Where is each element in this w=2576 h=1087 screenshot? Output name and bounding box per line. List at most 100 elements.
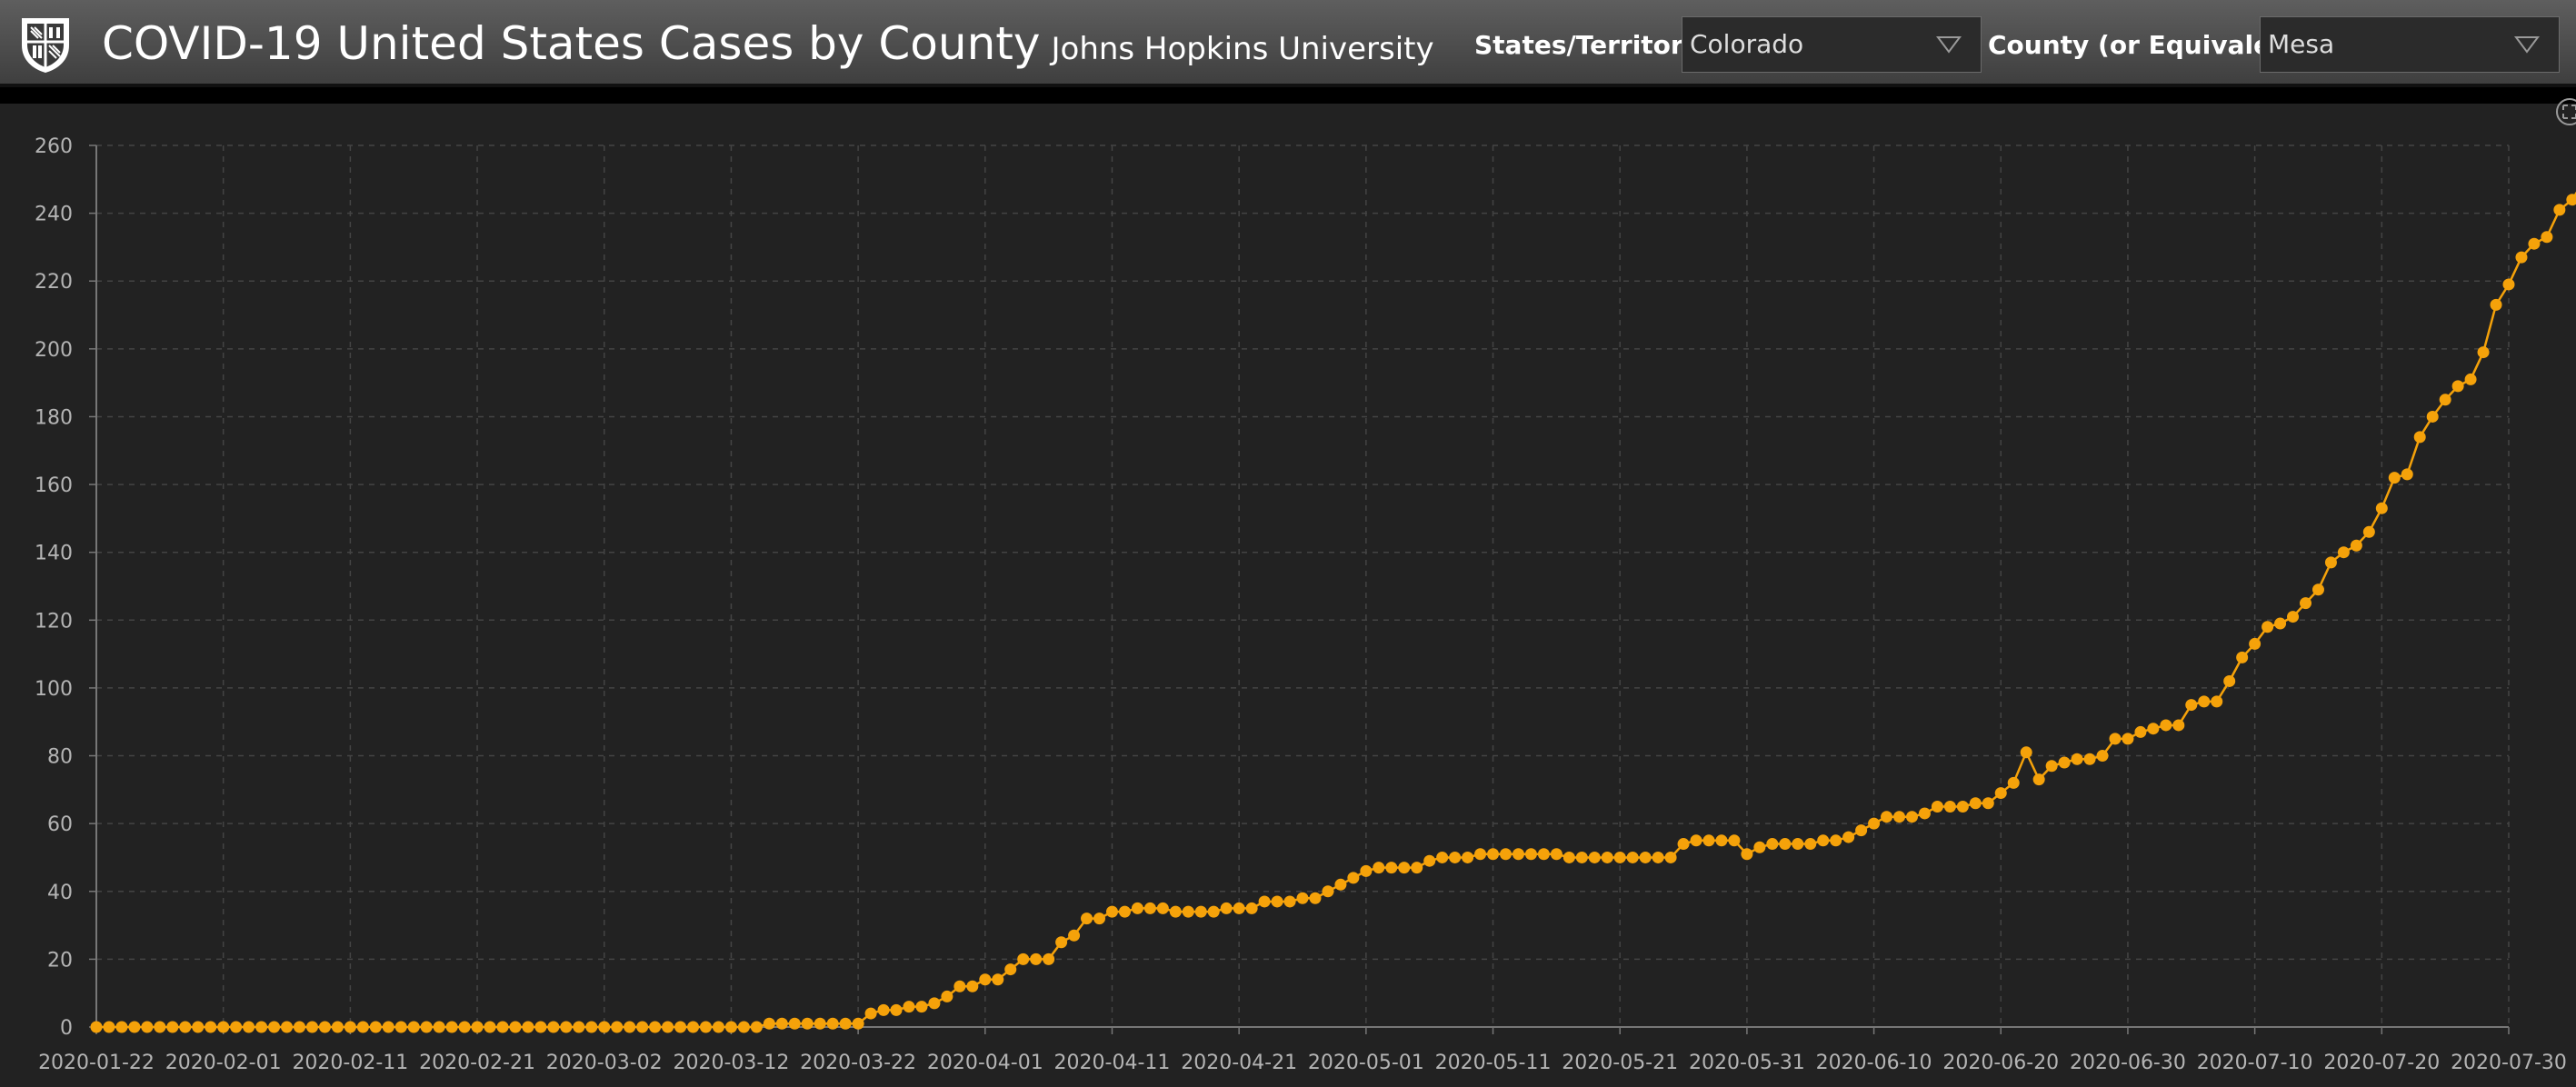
series-cases [90,191,2576,1033]
data-point [1881,811,1893,823]
data-point [1347,872,1360,884]
data-point [1931,801,1943,813]
data-point [2223,674,2236,687]
data-point [724,1021,737,1033]
data-point [636,1021,649,1033]
data-point [2058,756,2071,769]
y-tick-label: 0 [60,1017,73,1040]
data-point [305,1021,318,1033]
data-point [1690,834,1702,847]
data-point [814,1017,826,1030]
x-tick-label: 2020-03-12 [673,1052,789,1074]
data-point [763,1017,775,1030]
data-point [115,1021,128,1033]
x-tick-label: 2020-01-22 [38,1052,155,1074]
data-point [420,1021,433,1033]
data-point [2502,278,2515,291]
data-point [1360,864,1373,877]
header-divider [0,87,2576,104]
data-point [2020,746,2032,759]
data-point [2236,651,2249,663]
data-point [1601,851,1613,863]
data-point [1537,848,1550,861]
data-point [1043,952,1055,965]
organization-name: Johns Hopkins University [1051,31,1434,67]
data-point [2032,773,2045,786]
x-tick-label: 2020-06-10 [1816,1052,1932,1074]
data-point [1664,851,1677,863]
page-title: COVID-19 United States Cases by County Jo… [102,15,1434,78]
data-point [407,1021,420,1033]
data-point [662,1021,674,1033]
data-point [2337,546,2350,559]
data-point [90,1021,103,1033]
data-point [624,1021,636,1033]
data-point [1956,801,1969,813]
data-point [1613,851,1626,863]
data-point [243,1021,255,1033]
data-point [2109,733,2122,745]
data-point [471,1021,484,1033]
data-point [2350,539,2362,552]
data-point [166,1021,179,1033]
data-point [1588,851,1601,863]
y-tick-label: 100 [35,678,73,701]
x-tick-label: 2020-02-01 [165,1052,282,1074]
data-point [2362,525,2375,538]
data-point [1779,838,1792,851]
data-point [1423,854,1436,867]
data-point [2553,204,2566,216]
data-point [1575,851,1588,863]
data-point [205,1021,217,1033]
x-tick-label: 2020-05-31 [1689,1052,1805,1074]
data-point [1905,811,1918,823]
data-point [1639,851,1652,863]
data-point [1499,848,1512,861]
state-select[interactable]: Colorado [1682,16,1982,73]
x-tick-label: 2020-06-20 [1942,1052,2059,1074]
data-point [2566,194,2576,206]
data-point [560,1021,573,1033]
county-select[interactable]: Mesa [2260,16,2560,73]
data-point [737,1021,750,1033]
data-point [154,1021,166,1033]
data-point [356,1021,369,1033]
data-point [2541,231,2553,244]
data-point [382,1021,394,1033]
data-point [2287,611,2300,623]
data-point [1258,895,1271,908]
data-point [2451,380,2464,393]
data-point [1462,851,1474,863]
x-axis-ticks: 2020-01-22 2020-02-01 2020-02-11 2020-02-21… [38,1052,2567,1074]
y-tick-label: 220 [35,271,73,294]
data-point [649,1021,662,1033]
x-tick-label: 2020-04-11 [1054,1052,1171,1074]
data-point [445,1021,458,1033]
data-point [1677,838,1690,851]
data-point [1245,902,1258,914]
data-point [941,990,954,1002]
x-tick-label: 2020-04-21 [1181,1052,1297,1074]
data-point [522,1021,534,1033]
data-point [1524,848,1537,861]
x-tick-label: 2020-07-20 [2323,1052,2440,1074]
y-tick-label: 80 [47,746,73,769]
data-point [103,1021,115,1033]
data-point [1550,848,1563,861]
data-point [1118,905,1131,918]
data-point [230,1021,243,1033]
y-axis-ticks: 0 20 40 60 80 100 120 140 160 180 200 220 240 260 [35,135,73,1040]
data-point [2249,637,2261,650]
expand-icon[interactable] [2554,96,2576,127]
data-point [1449,851,1462,863]
data-point [712,1021,724,1033]
y-tick-label: 200 [35,339,73,362]
data-point [2388,472,2401,484]
data-point [318,1021,331,1033]
data-point [2311,583,2324,596]
data-point [1982,797,1994,810]
data-point [2096,750,2109,763]
data-point [674,1021,687,1033]
county-select-value: Mesa [2268,29,2335,59]
data-point [877,1003,890,1016]
